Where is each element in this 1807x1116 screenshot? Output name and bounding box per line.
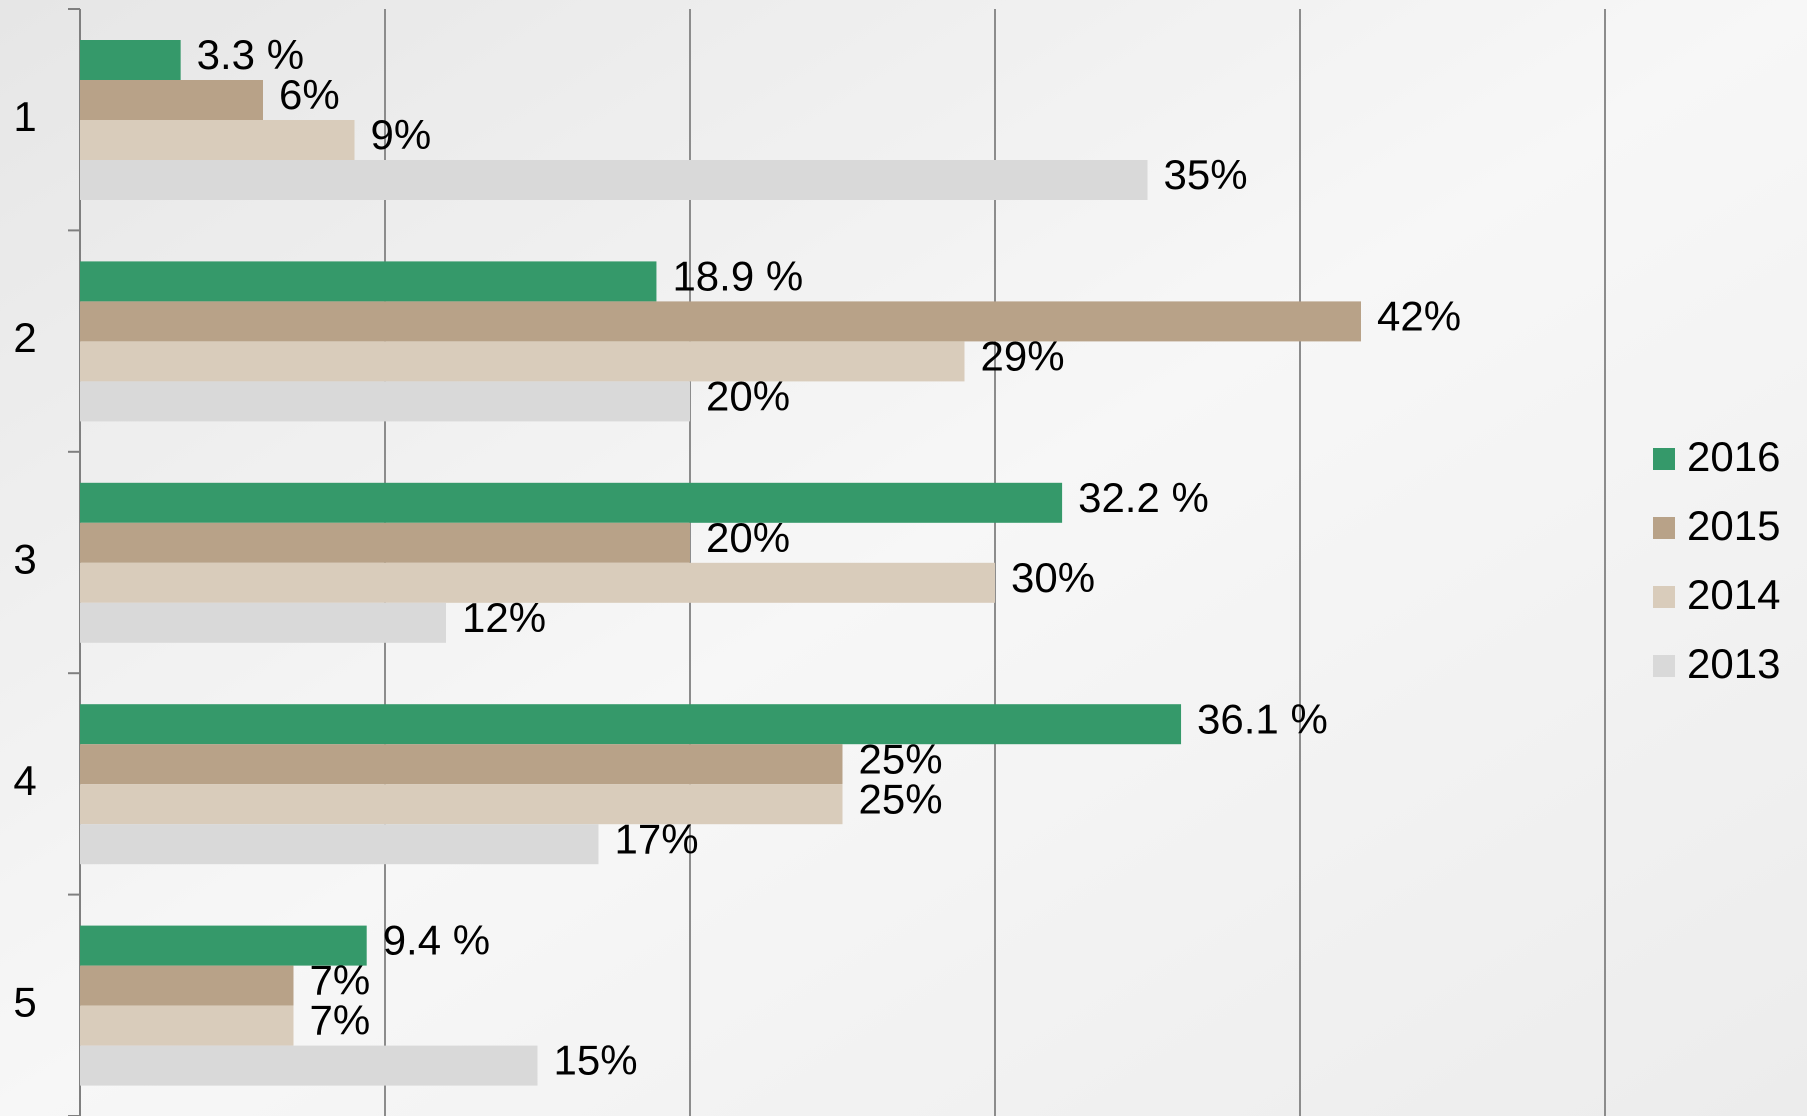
- bar: [80, 120, 355, 160]
- bar: [80, 744, 843, 785]
- bar: [80, 965, 294, 1006]
- y-tick-label: 4: [13, 757, 36, 804]
- data-label: 36.1 %: [1197, 695, 1328, 742]
- bar: [80, 160, 1148, 200]
- data-label: 7%: [310, 997, 371, 1044]
- data-label: 32.2 %: [1078, 474, 1209, 521]
- data-label: 6%: [279, 71, 340, 118]
- y-tick-label: 3: [13, 536, 36, 583]
- data-label: 42%: [1377, 292, 1461, 339]
- data-label: 12%: [462, 594, 546, 641]
- data-label: 9%: [371, 111, 432, 158]
- bar: [80, 522, 690, 563]
- y-tick-label: 5: [13, 978, 36, 1025]
- data-label: 17%: [615, 815, 699, 862]
- data-label: 30%: [1011, 554, 1095, 601]
- data-label: 25%: [859, 735, 943, 782]
- legend-label: 2015: [1687, 502, 1780, 549]
- data-label: 25%: [859, 775, 943, 822]
- data-label: 29%: [981, 332, 1065, 379]
- bar: [80, 602, 446, 643]
- bar: [80, 381, 690, 422]
- data-label: 20%: [706, 372, 790, 419]
- legend-label: 2014: [1687, 571, 1780, 618]
- data-label: 3.3 %: [197, 31, 304, 78]
- y-tick-label: 1: [13, 93, 36, 140]
- y-tick-label: 2: [13, 314, 36, 361]
- legend-swatch: [1653, 448, 1675, 470]
- bar: [80, 341, 965, 382]
- legend-swatch: [1653, 655, 1675, 677]
- bar: [80, 482, 1063, 523]
- bar: [80, 784, 843, 825]
- bar: [80, 925, 367, 966]
- bar: [80, 261, 657, 302]
- legend-label: 2016: [1687, 433, 1780, 480]
- data-label: 15%: [554, 1037, 638, 1084]
- bar: [80, 301, 1361, 342]
- data-label: 9.4 %: [383, 917, 490, 964]
- bar: [80, 40, 181, 80]
- data-label: 20%: [706, 514, 790, 561]
- data-label: 35%: [1164, 151, 1248, 198]
- data-label: 18.9 %: [672, 252, 803, 299]
- legend-label: 2013: [1687, 640, 1780, 687]
- bar: [80, 562, 995, 603]
- bar: [80, 824, 599, 865]
- bar: [80, 1045, 538, 1086]
- bar: [80, 1005, 294, 1046]
- legend-swatch: [1653, 586, 1675, 608]
- bar: [80, 704, 1182, 745]
- data-label: 7%: [310, 957, 371, 1004]
- legend-swatch: [1653, 517, 1675, 539]
- bar: [80, 80, 263, 120]
